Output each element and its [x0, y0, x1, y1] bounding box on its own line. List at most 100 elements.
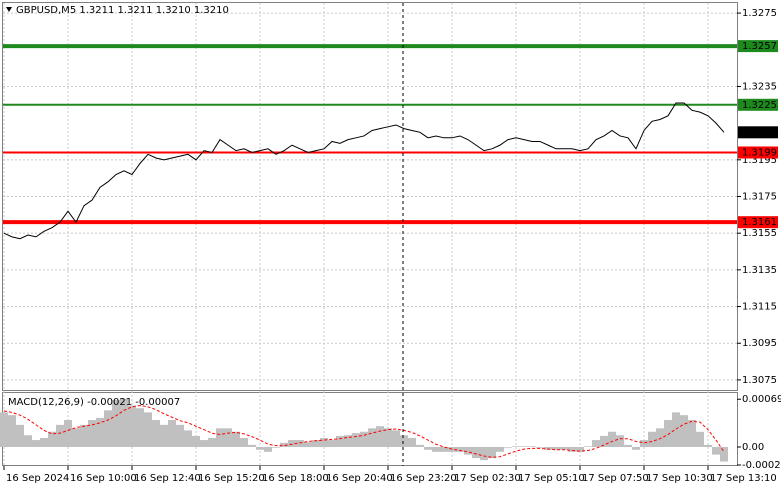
- y-tick-label: 1.3175: [742, 192, 777, 203]
- y-tick-label: 1.3135: [742, 265, 777, 276]
- macd-bar: [64, 420, 72, 447]
- macd-bar: [200, 440, 208, 447]
- macd-bar: [288, 440, 296, 447]
- macd-bar: [536, 447, 544, 448]
- macd-bar: [344, 435, 352, 447]
- labels: 1.3275 1.3235 1.3195 1.3175 1.3155 1.3135 1.31…: [3, 8, 781, 484]
- y-tick-label: 1.3275: [742, 8, 777, 19]
- macd-bar: [632, 447, 640, 450]
- x-tick-label: 16 Sep 2024: [6, 473, 69, 484]
- macd-bar: [48, 431, 56, 447]
- macd-bar: [168, 420, 176, 447]
- macd-bar: [248, 444, 256, 447]
- macd-bar: [120, 398, 128, 447]
- macd-bar: [224, 428, 232, 447]
- macd-bar: [544, 447, 552, 450]
- grid: [3, 3, 737, 466]
- marks: [0, 44, 737, 462]
- macd-bar: [368, 428, 376, 447]
- y-tick-label: 0.00: [742, 442, 764, 453]
- macd-bar: [88, 420, 96, 447]
- macd-bar: [312, 440, 320, 447]
- macd-bar: [232, 431, 240, 447]
- macd-bar: [176, 424, 184, 447]
- macd-bar: [352, 433, 360, 447]
- macd-bar: [320, 438, 328, 447]
- macd-bar: [560, 447, 568, 450]
- chart-title: GBPUSD,M5 1.3211 1.3211 1.3210 1.3210: [16, 5, 229, 16]
- level-label-box: [738, 216, 778, 229]
- current-price-box: [738, 126, 778, 139]
- macd-bar: [416, 444, 424, 447]
- y-tick-label: 1.3095: [742, 338, 777, 349]
- level-label-box: [738, 98, 778, 111]
- x-tick-label: 16 Sep 12:40: [134, 473, 201, 484]
- macd-bar: [624, 444, 632, 447]
- macd-bar: [576, 447, 584, 452]
- macd-bar: [600, 435, 608, 447]
- macd-bar: [80, 424, 88, 447]
- macd-bar: [712, 447, 720, 455]
- macd-bar: [456, 447, 464, 452]
- y-tick-label: 1.3155: [742, 228, 777, 239]
- x-tick-label: 17 Sep 10:30: [646, 473, 713, 484]
- macd-bar: [152, 420, 160, 447]
- x-tick-label: 16 Sep 15:20: [198, 473, 265, 484]
- macd-bar: [392, 430, 400, 447]
- y-tick-label: 1.3075: [742, 375, 777, 386]
- macd-bar: [552, 447, 560, 450]
- macd-bar: [208, 438, 216, 447]
- macd-bar: [0, 412, 8, 447]
- macd-bar: [680, 415, 688, 447]
- macd-bar: [128, 405, 136, 447]
- macd-title: MACD(12,26,9) -0.00021 -0.00007: [8, 397, 180, 408]
- macd-bar: [296, 440, 304, 447]
- macd-bar: [184, 430, 192, 447]
- level-label-box: [738, 146, 778, 159]
- macd-bar: [648, 431, 656, 447]
- macd-bar: [264, 447, 272, 452]
- macd-bar: [136, 408, 144, 447]
- x-tick-label: 17 Sep 13:10: [710, 473, 777, 484]
- macd-bar: [504, 447, 512, 448]
- macd-bar: [696, 431, 704, 447]
- macd-bar: [568, 447, 576, 452]
- x-tick-label: 17 Sep 05:10: [518, 473, 585, 484]
- macd-bar: [112, 399, 120, 447]
- y-tick-label: 1.3115: [742, 302, 777, 313]
- macd-bar: [360, 431, 368, 447]
- macd-bar: [280, 442, 288, 447]
- macd-bar: [664, 420, 672, 447]
- macd-bar: [640, 440, 648, 447]
- macd-bar: [8, 415, 16, 447]
- macd-bar: [424, 447, 432, 450]
- macd-bar: [328, 440, 336, 447]
- macd-bar: [528, 446, 536, 447]
- macd-bar: [464, 447, 472, 455]
- menu-arrow: [6, 7, 12, 12]
- macd-bar: [480, 447, 488, 461]
- level-label: 1.3257: [742, 41, 777, 52]
- macd-bar: [304, 442, 312, 447]
- macd-bar: [432, 447, 440, 452]
- x-tick-label: 16 Sep 20:40: [326, 473, 393, 484]
- macd-bar: [216, 428, 224, 447]
- level-label: 1.3225: [742, 100, 777, 111]
- y-tick-label: 0.00069: [742, 394, 781, 405]
- macd-bar: [56, 424, 64, 447]
- macd-bar: [96, 417, 104, 447]
- macd-bar: [192, 435, 200, 447]
- macd-bar: [408, 438, 416, 447]
- macd-bar: [688, 420, 696, 447]
- macd-bar: [584, 446, 592, 447]
- macd-bar: [336, 435, 344, 447]
- macd-bar: [240, 438, 248, 447]
- macd-bar: [104, 410, 112, 447]
- y-tick-label: 1.3235: [742, 81, 777, 92]
- macd-bar: [520, 446, 528, 447]
- y-tick-label: -0.00026: [742, 460, 781, 471]
- macd-bar: [24, 435, 32, 447]
- macd-bar: [376, 426, 384, 447]
